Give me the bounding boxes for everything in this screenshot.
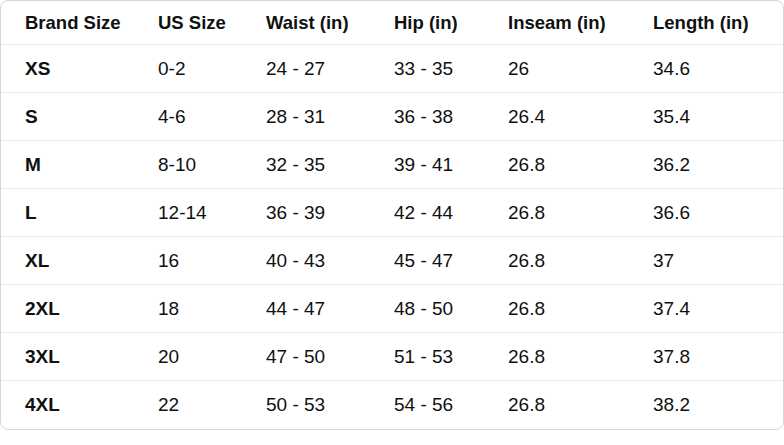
cell-waist: 24 - 27 <box>266 45 394 93</box>
cell-length: 38.2 <box>653 381 784 429</box>
cell-waist: 36 - 39 <box>266 189 394 237</box>
cell-length: 37 <box>653 237 784 285</box>
cell-length: 37.4 <box>653 285 784 333</box>
cell-inseam: 26.4 <box>508 93 653 141</box>
cell-us-size: 12-14 <box>158 189 266 237</box>
cell-brand-size: L <box>1 189 158 237</box>
header-row: Brand Size US Size Waist (in) Hip (in) I… <box>1 1 784 45</box>
cell-hip: 33 - 35 <box>394 45 508 93</box>
table-row: XL 16 40 - 43 45 - 47 26.8 37 <box>1 237 784 285</box>
cell-inseam: 26.8 <box>508 333 653 381</box>
cell-length: 35.4 <box>653 93 784 141</box>
cell-us-size: 8-10 <box>158 141 266 189</box>
cell-inseam: 26 <box>508 45 653 93</box>
cell-length: 37.8 <box>653 333 784 381</box>
cell-hip: 54 - 56 <box>394 381 508 429</box>
cell-waist: 50 - 53 <box>266 381 394 429</box>
cell-length: 36.6 <box>653 189 784 237</box>
cell-hip: 39 - 41 <box>394 141 508 189</box>
cell-inseam: 26.8 <box>508 237 653 285</box>
cell-brand-size: 4XL <box>1 381 158 429</box>
cell-us-size: 22 <box>158 381 266 429</box>
cell-us-size: 0-2 <box>158 45 266 93</box>
cell-hip: 45 - 47 <box>394 237 508 285</box>
cell-length: 36.2 <box>653 141 784 189</box>
cell-hip: 36 - 38 <box>394 93 508 141</box>
cell-us-size: 20 <box>158 333 266 381</box>
cell-waist: 40 - 43 <box>266 237 394 285</box>
table-row: 2XL 18 44 - 47 48 - 50 26.8 37.4 <box>1 285 784 333</box>
cell-length: 34.6 <box>653 45 784 93</box>
cell-waist: 32 - 35 <box>266 141 394 189</box>
table-row: L 12-14 36 - 39 42 - 44 26.8 36.6 <box>1 189 784 237</box>
column-header-hip: Hip (in) <box>394 1 508 45</box>
cell-brand-size: 3XL <box>1 333 158 381</box>
cell-inseam: 26.8 <box>508 381 653 429</box>
cell-waist: 47 - 50 <box>266 333 394 381</box>
column-header-waist: Waist (in) <box>266 1 394 45</box>
cell-inseam: 26.8 <box>508 285 653 333</box>
cell-hip: 48 - 50 <box>394 285 508 333</box>
column-header-length: Length (in) <box>653 1 784 45</box>
cell-brand-size: 2XL <box>1 285 158 333</box>
size-chart-table: Brand Size US Size Waist (in) Hip (in) I… <box>0 0 784 430</box>
table-row: 4XL 22 50 - 53 54 - 56 26.8 38.2 <box>1 381 784 429</box>
size-chart: Brand Size US Size Waist (in) Hip (in) I… <box>1 1 784 428</box>
cell-hip: 42 - 44 <box>394 189 508 237</box>
cell-brand-size: XL <box>1 237 158 285</box>
cell-brand-size: XS <box>1 45 158 93</box>
table-row: XS 0-2 24 - 27 33 - 35 26 34.6 <box>1 45 784 93</box>
cell-inseam: 26.8 <box>508 141 653 189</box>
table-row: 3XL 20 47 - 50 51 - 53 26.8 37.8 <box>1 333 784 381</box>
column-header-us-size: US Size <box>158 1 266 45</box>
cell-us-size: 4-6 <box>158 93 266 141</box>
cell-inseam: 26.8 <box>508 189 653 237</box>
cell-brand-size: M <box>1 141 158 189</box>
cell-us-size: 16 <box>158 237 266 285</box>
table-row: S 4-6 28 - 31 36 - 38 26.4 35.4 <box>1 93 784 141</box>
cell-waist: 44 - 47 <box>266 285 394 333</box>
cell-hip: 51 - 53 <box>394 333 508 381</box>
column-header-brand-size: Brand Size <box>1 1 158 45</box>
column-header-inseam: Inseam (in) <box>508 1 653 45</box>
cell-brand-size: S <box>1 93 158 141</box>
table-row: M 8-10 32 - 35 39 - 41 26.8 36.2 <box>1 141 784 189</box>
cell-us-size: 18 <box>158 285 266 333</box>
cell-waist: 28 - 31 <box>266 93 394 141</box>
